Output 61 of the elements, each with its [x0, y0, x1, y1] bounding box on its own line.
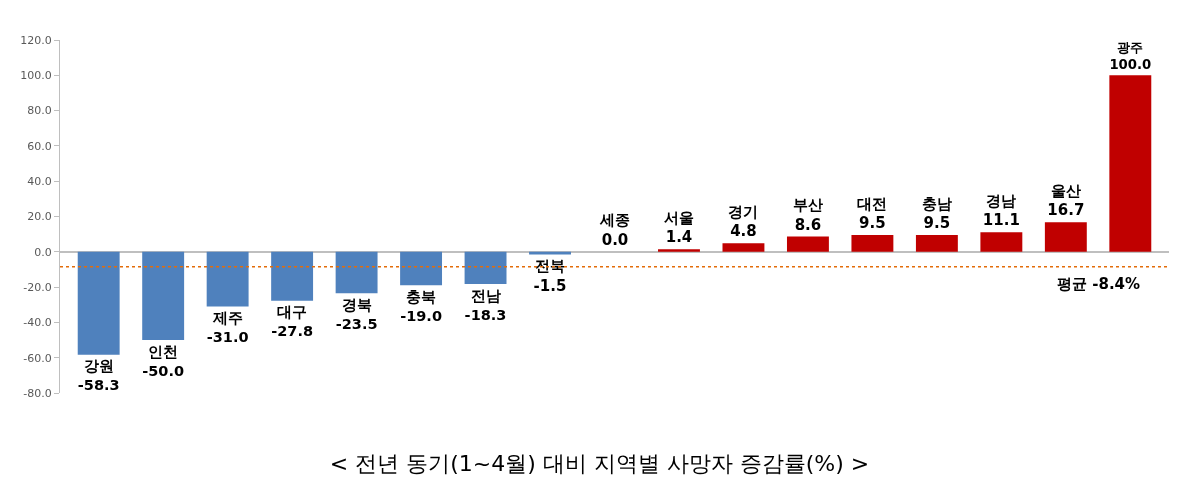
- data-label: -23.5: [335, 315, 378, 332]
- x-tick-label: 울산: [1050, 181, 1081, 200]
- data-label: 100.0: [1109, 56, 1152, 72]
- y-tick-label: 120.0: [20, 33, 52, 47]
- data-label: 9.5: [859, 214, 886, 233]
- x-tick-label: 대구: [277, 304, 308, 321]
- data-label: -1.5: [533, 276, 567, 295]
- y-tick-label: -20.0: [23, 280, 52, 294]
- bar: [722, 243, 765, 252]
- x-tick-label: 부산: [792, 196, 823, 215]
- y-tick-label: -40.0: [23, 316, 52, 330]
- x-tick-label: 강원: [83, 358, 114, 375]
- data-label: 9.5: [923, 214, 951, 233]
- y-tick-label: 100.0: [20, 69, 52, 83]
- data-label: -18.3: [464, 306, 507, 323]
- bar: [464, 251, 507, 285]
- y-tick-label: 40.0: [27, 175, 52, 189]
- data-label: -27.8: [271, 323, 314, 340]
- data-label: 1.4: [665, 228, 693, 247]
- bar: [1109, 75, 1152, 252]
- bar: [658, 249, 700, 252]
- bar: [786, 236, 829, 252]
- data-label: -50.0: [142, 362, 185, 379]
- y-tick-label: -60.0: [23, 351, 52, 365]
- y-tick-label: 20.0: [27, 210, 52, 224]
- y-tick-label: -80.0: [23, 386, 52, 400]
- y-tick-label: 60.0: [27, 139, 52, 153]
- x-tick-label: 광주: [1117, 39, 1144, 55]
- x-tick-label: 충남: [921, 194, 952, 213]
- bar: [271, 251, 314, 301]
- bar: [851, 235, 894, 252]
- x-tick-label: 제주: [211, 310, 243, 327]
- x-tick-label: 세종: [599, 211, 630, 230]
- data-label: 0.0: [601, 230, 629, 249]
- bar: [400, 251, 443, 286]
- x-tick-label: 경북: [341, 296, 372, 313]
- y-tick-label: 80.0: [27, 104, 52, 118]
- data-label: -31.0: [206, 328, 249, 345]
- bar: [142, 251, 185, 341]
- x-tick-label: 경기: [728, 202, 759, 221]
- ref-line-label: 평균 -8.4%: [1057, 275, 1141, 293]
- bar: [335, 251, 378, 294]
- x-tick-label: 경남: [986, 191, 1017, 210]
- bar: [980, 232, 1023, 252]
- data-label: -58.3: [77, 377, 120, 394]
- y-tick-label: 0.0: [34, 245, 52, 259]
- bar: [206, 251, 249, 307]
- x-tick-label: 서울: [663, 208, 694, 227]
- x-tick-label: 충북: [406, 288, 437, 305]
- data-label: 4.8: [730, 222, 757, 241]
- x-tick-label: 인천: [148, 343, 179, 360]
- data-label: 8.6: [794, 215, 822, 234]
- bar: [77, 251, 120, 355]
- text: < 전년 동기(1~4월) 대비 지역별 사망자 증감률(%) >: [329, 451, 870, 477]
- data-label: 16.7: [1047, 201, 1085, 220]
- x-tick-label: 대전: [857, 194, 888, 213]
- data-label: 11.1: [982, 211, 1020, 230]
- data-label: -19.0: [400, 307, 442, 324]
- bar: [915, 235, 958, 252]
- x-tick-label: 전남: [470, 287, 501, 304]
- bar: [1044, 222, 1087, 252]
